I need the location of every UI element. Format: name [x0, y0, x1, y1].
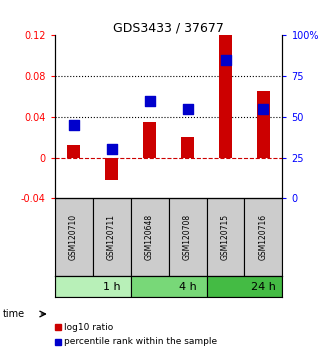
Point — [109, 147, 114, 152]
Text: percentile rank within the sample: percentile rank within the sample — [64, 337, 217, 346]
Bar — [169, 198, 206, 276]
Text: GSM120711: GSM120711 — [107, 214, 116, 260]
Point — [147, 98, 152, 103]
Bar — [105, 158, 118, 180]
Title: GDS3433 / 37677: GDS3433 / 37677 — [113, 21, 224, 34]
Bar — [206, 276, 282, 297]
Bar — [245, 198, 282, 276]
Text: GSM120715: GSM120715 — [221, 214, 230, 260]
Text: 1 h: 1 h — [103, 282, 120, 292]
Text: GSM120716: GSM120716 — [259, 214, 268, 260]
Text: log10 ratio: log10 ratio — [64, 323, 113, 332]
Point — [71, 122, 76, 128]
Bar — [55, 276, 131, 297]
Text: 4 h: 4 h — [179, 282, 196, 292]
Text: time: time — [3, 309, 25, 319]
Bar — [206, 198, 245, 276]
Point — [261, 106, 266, 112]
Bar — [55, 198, 92, 276]
Bar — [219, 33, 232, 158]
Text: 24 h: 24 h — [251, 282, 276, 292]
Text: GSM120710: GSM120710 — [69, 214, 78, 260]
Bar — [131, 198, 169, 276]
Bar — [257, 91, 270, 158]
Point — [185, 106, 190, 112]
Bar — [92, 198, 131, 276]
Bar — [181, 137, 194, 158]
Point — [223, 57, 228, 63]
Text: GSM120648: GSM120648 — [145, 214, 154, 260]
Bar — [131, 276, 206, 297]
Bar — [67, 145, 80, 158]
Bar — [143, 122, 156, 158]
Text: GSM120708: GSM120708 — [183, 214, 192, 260]
